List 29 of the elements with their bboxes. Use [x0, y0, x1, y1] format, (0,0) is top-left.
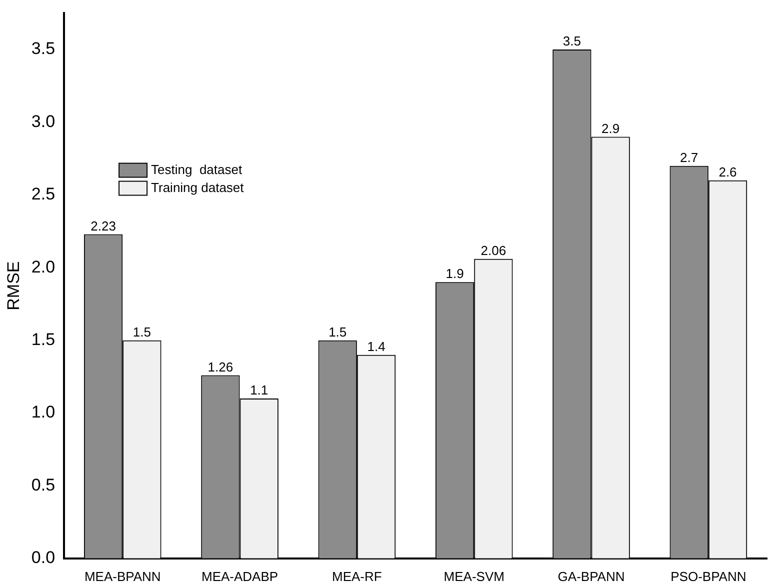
x-tick-label: MEA-ADABP [201, 568, 278, 584]
data-label: 1.4 [367, 338, 386, 354]
x-tick-label: PSO-BPANN [670, 568, 746, 584]
data-label: 3.5 [562, 34, 581, 49]
y-tick-label: 3.5 [31, 39, 56, 58]
x-tick-label: GA-BPANN [558, 568, 625, 584]
y-tick-label: 1.0 [31, 402, 56, 422]
legend-label: Training dataset [151, 180, 244, 195]
y-tick-label: 0.5 [31, 475, 56, 494]
x-tick-label: MEA-SVM [444, 568, 504, 584]
data-label: 2.9 [602, 120, 620, 136]
data-label: 1.26 [208, 359, 234, 374]
x-tick-label: MEA-BPANN [84, 568, 161, 584]
data-label: 1.1 [250, 382, 268, 398]
data-label: 2.6 [718, 164, 737, 180]
data-label: 1.5 [132, 324, 151, 340]
y-tick-label: 3.0 [31, 112, 56, 131]
y-tick-label: 1.5 [31, 330, 56, 350]
x-tick-label: MEA-RF [332, 568, 382, 584]
data-label: 1.5 [328, 324, 347, 340]
data-label: 1.9 [446, 266, 464, 282]
y-tick-label: 2.5 [31, 184, 56, 204]
y-tick-label: 0.0 [31, 548, 56, 568]
y-axis-title: RMSE [4, 261, 23, 310]
legend-label: Testing dataset [151, 162, 242, 177]
data-label: 2.23 [90, 218, 116, 234]
data-label: 2.06 [480, 242, 506, 258]
y-tick-label: 2.0 [31, 257, 56, 276]
data-label: 2.7 [680, 150, 698, 165]
